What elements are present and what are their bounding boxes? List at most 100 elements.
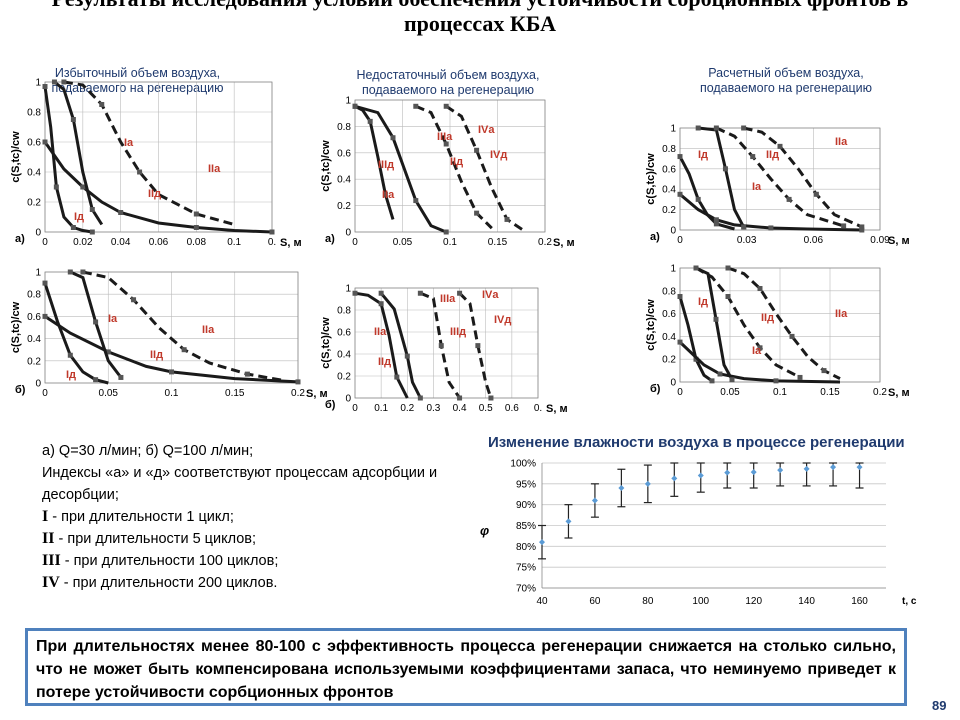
- data-point: [89, 207, 95, 212]
- data-point: [539, 539, 545, 546]
- x-tick-label: 0.03: [737, 235, 757, 246]
- y-tick-label: 1: [35, 78, 41, 89]
- data-point: [378, 290, 384, 296]
- y-tick-label: 0.6: [662, 309, 676, 320]
- y-axis-label: c(S,tc)/cw: [320, 140, 332, 192]
- panel-letter: б): [650, 383, 661, 395]
- data-point: [382, 191, 388, 197]
- data-point: [131, 297, 137, 303]
- y-tick-label: 70%: [516, 584, 536, 595]
- legend-text: - при длительности 5 циклов;: [54, 531, 256, 547]
- data-point: [741, 224, 747, 230]
- y-tick-label: 0.6: [662, 164, 676, 175]
- data-point: [821, 368, 827, 374]
- y-axis-label: c(S,tc)/cw: [10, 131, 22, 183]
- data-point: [695, 125, 701, 131]
- curve-label: IIд: [766, 149, 779, 161]
- data-point: [193, 211, 199, 217]
- curve-label: IVд: [490, 149, 507, 161]
- x-axis-label: S, м: [888, 235, 910, 247]
- x-tick-label: 0.2: [873, 387, 887, 398]
- data-point: [99, 102, 105, 107]
- y-tick-label: 0: [670, 226, 676, 237]
- data-point: [137, 169, 143, 175]
- curve-label: Iд: [698, 149, 708, 161]
- y-tick-label: 80%: [516, 542, 536, 553]
- data-point: [67, 269, 73, 275]
- data-point: [352, 290, 358, 296]
- legend-text: - при длительности 200 циклов.: [59, 575, 278, 591]
- data-point: [70, 225, 76, 230]
- data-point: [269, 229, 275, 235]
- data-point: [693, 265, 699, 271]
- y-tick-label: 1: [35, 268, 41, 279]
- data-point: [677, 294, 683, 299]
- page-title: Результаты исследования условий обеспече…: [52, 0, 909, 36]
- plot-frame: [354, 287, 539, 399]
- data-point: [797, 374, 803, 380]
- x-axis-label: S, м: [280, 237, 302, 249]
- x-tick-label: 140: [798, 596, 815, 607]
- data-point: [438, 343, 444, 349]
- data-point: [803, 465, 810, 472]
- x-tick-label: 0: [352, 237, 358, 248]
- curve-label: IIа: [202, 324, 215, 336]
- y-tick-label: 95%: [516, 479, 536, 490]
- y-tick-label: 0.8: [662, 286, 676, 297]
- page-number: 89: [932, 698, 947, 713]
- series-line: [354, 291, 409, 399]
- panel-letter: б): [15, 384, 26, 396]
- x-tick-label: 0.05: [393, 237, 413, 248]
- series-line: [715, 126, 845, 228]
- x-tick-label: 0.15: [488, 237, 508, 248]
- x-tick-label: 0: [352, 403, 358, 414]
- x-tick-label: 0.3: [426, 403, 440, 414]
- curve-label: IIд: [150, 349, 163, 361]
- data-point: [80, 269, 86, 275]
- data-point: [713, 125, 719, 131]
- y-tick-label: 0.6: [337, 148, 351, 159]
- data-point: [830, 464, 837, 471]
- data-point: [741, 125, 747, 131]
- curve-label: IIа: [835, 136, 848, 148]
- curve-label: Iд: [66, 369, 76, 381]
- legend-item: III - при длительности 100 циклов;: [42, 550, 442, 572]
- y-tick-label: 0: [35, 379, 41, 390]
- curve-label: IIа: [835, 308, 848, 320]
- curve-label: IIд: [450, 156, 463, 168]
- curve-label: Iа: [108, 313, 118, 325]
- data-point: [42, 139, 48, 145]
- y-tick-label: 0.4: [337, 175, 351, 186]
- x-tick-label: 0.15: [820, 387, 840, 398]
- legend-text: - при длительности 100 циклов;: [60, 553, 279, 569]
- y-axis-label: c(S,tc)/cw: [645, 299, 657, 351]
- x-tick-label: 0: [42, 237, 48, 248]
- data-point: [677, 154, 683, 160]
- data-point: [729, 377, 735, 383]
- y-tick-label: 0.4: [27, 168, 41, 179]
- legend-roman: II: [42, 530, 55, 547]
- legend-indices: Индексы «а» и «д» соответствуют процесса…: [42, 465, 438, 503]
- data-point: [70, 117, 76, 122]
- y-tick-label: 0.8: [337, 306, 351, 317]
- series-line: [82, 270, 286, 383]
- y-tick-label: 0.2: [27, 356, 41, 367]
- data-point: [713, 316, 719, 322]
- data-point: [725, 294, 731, 299]
- y-tick-label: 0.6: [27, 138, 41, 149]
- data-point: [618, 485, 625, 491]
- y-tick-label: 0.4: [337, 350, 351, 361]
- data-point: [93, 319, 99, 325]
- data-point: [671, 475, 678, 482]
- curve-label: IIIа: [440, 293, 456, 305]
- data-point: [859, 224, 865, 230]
- x-tick-label: 0.02: [73, 237, 93, 248]
- data-point: [768, 225, 774, 231]
- panel-letter: а): [325, 233, 335, 245]
- y-tick-label: 0: [670, 378, 676, 389]
- y-tick-label: 0.8: [337, 122, 351, 133]
